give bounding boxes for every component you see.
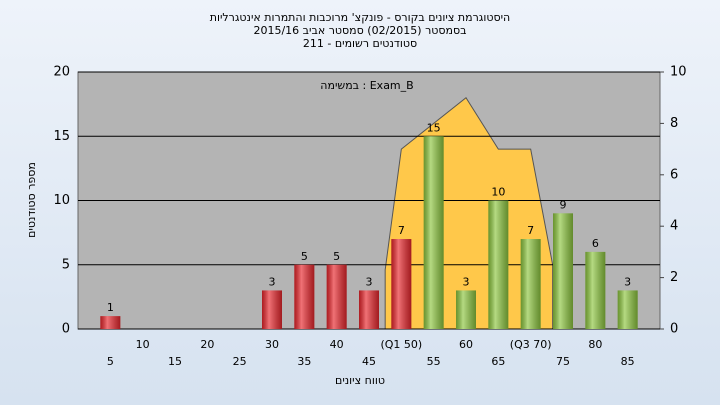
data-label: 7	[527, 224, 534, 237]
data-label: 5	[333, 250, 340, 263]
x-tick-label: 20	[200, 338, 214, 351]
bar-shade	[617, 290, 638, 329]
data-label: 6	[592, 237, 599, 250]
x-tick-label: 30	[265, 338, 279, 351]
y2-tick-label: 6	[670, 167, 678, 182]
data-label: 3	[269, 275, 276, 288]
y2-tick-label: 2	[670, 270, 678, 285]
data-label: 5	[301, 250, 308, 263]
chart-subtitle: סטודנטים רשומים - 211	[303, 37, 417, 50]
bar-shade	[488, 200, 509, 329]
bar-shade	[585, 251, 606, 329]
y2-tick-label: 8	[670, 116, 678, 131]
x-tick-label: 85	[621, 355, 635, 368]
x-axis-label: טווח ציונים	[335, 374, 385, 387]
x-tick-label: 25	[233, 355, 247, 368]
data-label: 3	[463, 275, 470, 288]
bar-shade	[391, 239, 412, 329]
data-label: 10	[491, 186, 505, 199]
x-tick-label: 60	[459, 338, 473, 351]
bar-shade	[423, 136, 444, 329]
y-axis-label: מספר סטודנטים	[25, 162, 38, 238]
bar-shade	[262, 290, 282, 329]
x-tick-label: 40	[330, 338, 344, 351]
data-label: 7	[398, 224, 405, 237]
x-tick-label: 5	[107, 355, 114, 368]
y-tick-label: 20	[53, 65, 70, 80]
chart-title: היסטוגרמת ציונים בקורס - פונקצ' מרוכבות …	[210, 11, 511, 24]
y-tick-label: 5	[62, 257, 70, 272]
x-tick-label: 45	[362, 355, 376, 368]
x-tick-label: (Q3 70)	[510, 338, 552, 351]
x-tick-label: (Q1 50)	[380, 338, 422, 351]
bar-shade	[520, 239, 541, 329]
bar-shade	[100, 316, 121, 329]
bar-shade	[326, 264, 347, 329]
chart-subtitle: בסמסטר (02/2015) סמסטר אביב 2015/16	[253, 24, 466, 37]
x-tick-label: 15	[168, 355, 182, 368]
y2-tick-label: 0	[670, 322, 678, 337]
data-label: 15	[427, 121, 441, 134]
data-label: 3	[624, 275, 631, 288]
data-label: 1	[107, 301, 114, 314]
data-label: 9	[560, 198, 567, 211]
y2-tick-label: 4	[670, 219, 678, 234]
y2-tick-label: 10	[670, 65, 687, 80]
x-tick-label: 10	[136, 338, 150, 351]
x-tick-label: 80	[588, 338, 602, 351]
x-tick-label: 55	[427, 355, 441, 368]
x-tick-label: 35	[297, 355, 311, 368]
bar-shade	[456, 290, 476, 329]
bar-shade	[294, 264, 315, 329]
y-tick-label: 10	[53, 193, 70, 208]
data-label: 3	[366, 275, 373, 288]
y-tick-label: 0	[62, 322, 70, 337]
x-tick-label: 65	[491, 355, 505, 368]
annotation: במשימה : Exam_B	[320, 79, 413, 92]
y-tick-label: 15	[53, 129, 70, 144]
x-tick-label: 75	[556, 355, 570, 368]
bar-shade	[553, 213, 573, 329]
bar-shade	[359, 290, 379, 329]
